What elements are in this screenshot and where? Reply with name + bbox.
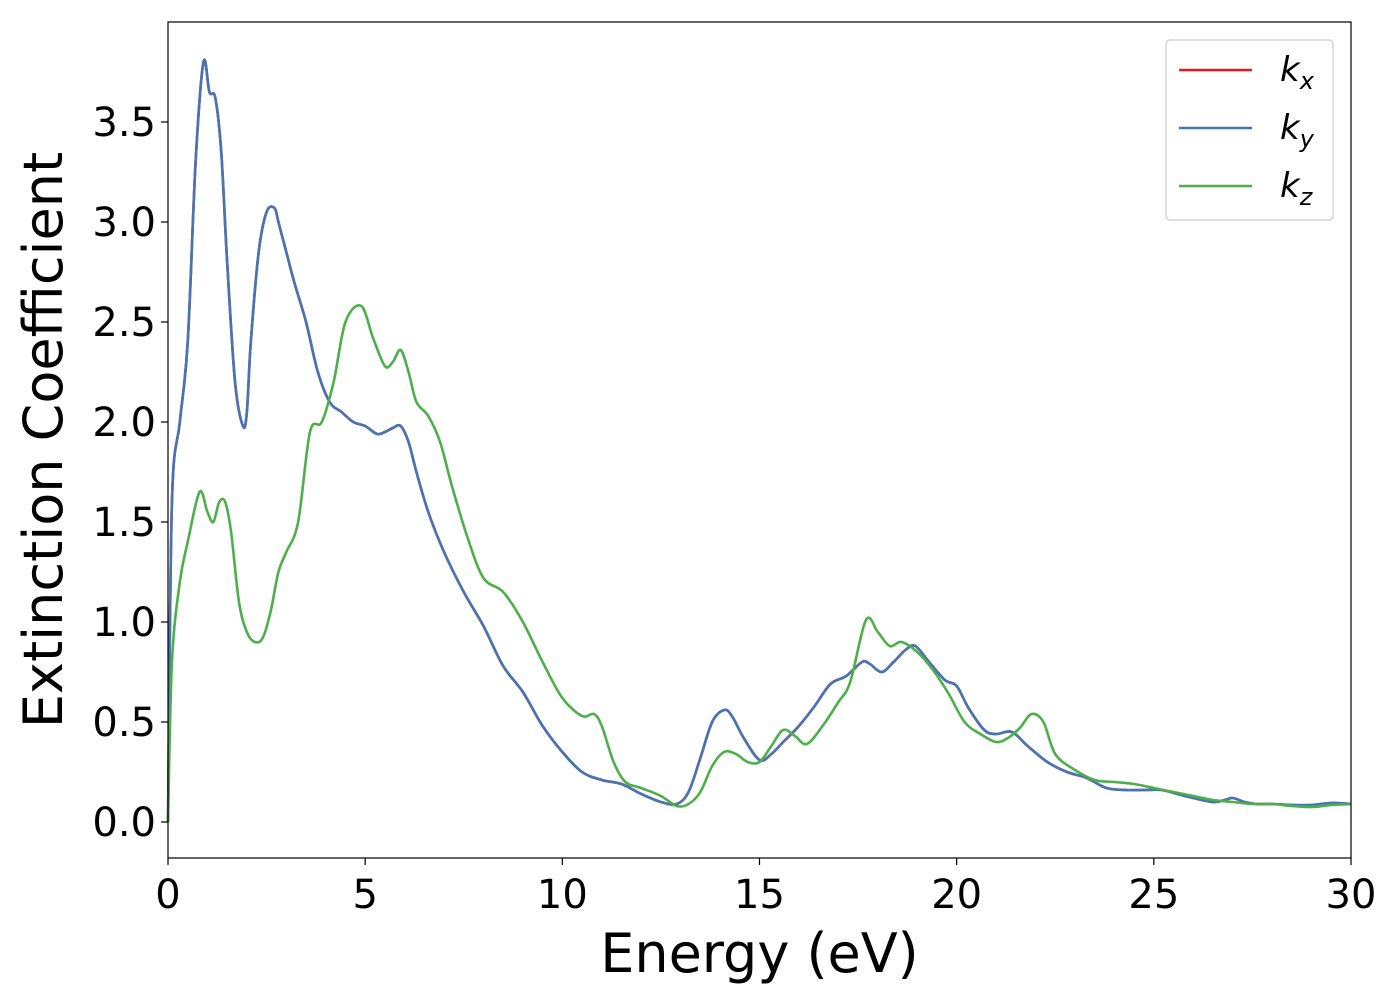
x-tick-label: 20: [931, 872, 982, 918]
series-line-y: [166, 58, 1352, 823]
y-tick-label: 3.0: [92, 200, 156, 246]
x-axis: 0 5 10 15 20 25 30: [155, 858, 1376, 918]
y-tick-label: 0.0: [92, 800, 156, 846]
x-tick-label: 15: [734, 872, 785, 918]
y-tick-label: 1.0: [92, 600, 156, 646]
series-line-z: [166, 304, 1352, 823]
x-tick-label: 5: [352, 872, 377, 918]
x-tick-label: 25: [1128, 872, 1179, 918]
y-tick-label: 0.5: [92, 700, 156, 746]
y-tick-label: 1.5: [92, 500, 156, 546]
y-tick-label: 3.5: [92, 100, 156, 146]
y-axis: 0.0 0.5 1.0 1.5 2.0 2.5 3.0 3.5: [92, 100, 168, 846]
x-axis-title: Energy (eV): [600, 922, 919, 985]
y-axis-title: Extinction Coefficient: [12, 152, 75, 728]
series-layer: [166, 58, 1352, 823]
legend: kx ky kz: [1165, 39, 1334, 221]
legend-label-z: kz: [1280, 166, 1314, 211]
legend-label-y: ky: [1280, 108, 1315, 153]
y-tick-label: 2.5: [92, 300, 156, 346]
legend-label-x: kx: [1280, 50, 1315, 95]
y-tick-label: 2.0: [92, 400, 156, 446]
x-tick-label: 10: [537, 872, 588, 918]
x-tick-label: 0: [155, 872, 180, 918]
x-tick-label: 30: [1326, 872, 1377, 918]
legend-box: [1165, 39, 1334, 221]
